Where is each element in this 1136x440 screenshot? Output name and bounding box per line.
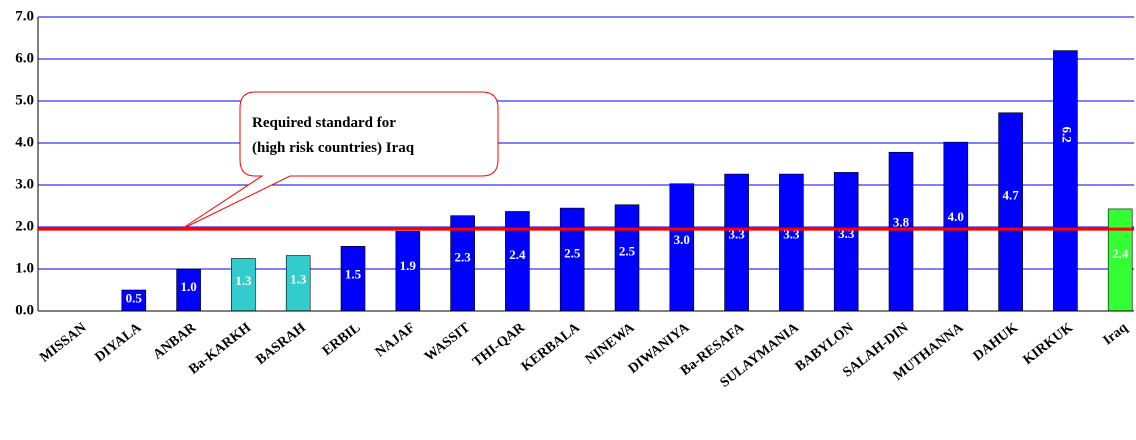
x-tick-label: ERBIL [320, 320, 364, 359]
callout [179, 91, 499, 231]
y-tick-label: 2.0 [15, 218, 34, 234]
value-label: 0.5 [126, 290, 143, 305]
bar [998, 112, 1023, 312]
bar [285, 255, 311, 312]
x-tick-label: DAHUK [971, 320, 1021, 364]
value-label: 2.4 [1112, 246, 1129, 261]
x-tick-label: Iraq [1101, 320, 1131, 348]
x-tick-label: DIYALA [93, 320, 145, 366]
x-tick-label: KERBALA [519, 320, 583, 375]
bar [176, 268, 201, 312]
value-label: 3.0 [674, 232, 690, 247]
y-tick-label: 6.0 [15, 50, 34, 66]
y-tick-label: 1.0 [15, 260, 34, 276]
x-tick-label: MISSAN [37, 320, 89, 365]
x-tick-label: KIRKUK [1021, 320, 1076, 368]
x-tick-label: WASSIT [422, 320, 473, 365]
value-label: 2.5 [564, 245, 581, 260]
value-label: 1.5 [345, 266, 362, 281]
bar [340, 246, 366, 312]
value-label: 1.3 [290, 271, 307, 286]
x-tick-label: Ba-KARKH [186, 320, 254, 377]
value-label: 2.5 [619, 244, 636, 259]
bar [231, 258, 256, 312]
bar [779, 173, 804, 312]
bar [1107, 208, 1133, 312]
bar [724, 173, 749, 312]
bar [669, 183, 695, 312]
annotation-line: Required standard for [252, 115, 396, 131]
bar [888, 151, 914, 312]
y-tick-label: 4.0 [15, 134, 34, 150]
value-label: 1.3 [235, 273, 252, 288]
x-tick-label: NINEWA [583, 320, 638, 368]
value-label: 4.7 [1002, 188, 1019, 203]
x-tick-label: ANBAR [151, 320, 200, 363]
bar [614, 204, 640, 312]
value-label: 1.0 [180, 279, 196, 294]
value-label: 2.4 [509, 247, 526, 262]
x-tick-label: BASRAH [253, 320, 308, 368]
value-label: 3.8 [893, 215, 910, 230]
y-tick-label: 5.0 [15, 92, 34, 108]
bar [1053, 50, 1078, 312]
x-tick-label: NAJAF [373, 320, 418, 360]
value-label: 1.9 [400, 258, 417, 273]
bar [559, 207, 585, 312]
bar [833, 172, 859, 312]
y-tick-label: 0.0 [15, 302, 34, 318]
plot: 0.0 1.0 2.0 3.0 4.0 5.0 6.0 7.0 MISSAN DIYALA 0.5 A… [15, 8, 1134, 391]
value-label: 6.2 [1059, 126, 1074, 142]
bar [943, 141, 969, 312]
value-label: 2.3 [454, 250, 471, 265]
annotation-line: (high risk countries) Iraq [252, 140, 415, 156]
y-tick-label: 7.0 [15, 8, 34, 24]
y-tick-label: 3.0 [15, 176, 34, 192]
value-label: 4.0 [948, 209, 964, 224]
